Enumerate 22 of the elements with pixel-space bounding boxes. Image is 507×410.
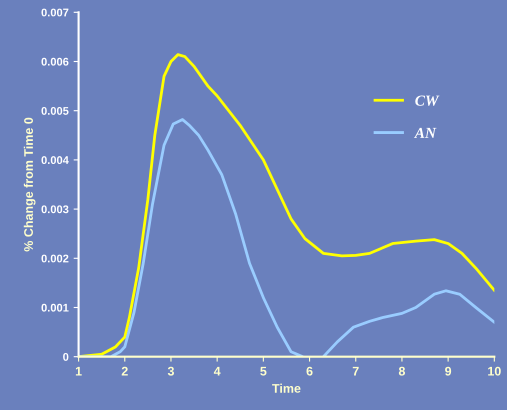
y-tick-label: 0.004 bbox=[42, 156, 69, 164]
y-tick-label: 0.002 bbox=[42, 254, 68, 262]
x-tick-label: 5 bbox=[260, 366, 266, 376]
x-tick-label: 6 bbox=[306, 366, 313, 376]
y-tick-label: 0.005 bbox=[42, 106, 69, 115]
x-tick-label: 1 bbox=[76, 366, 82, 376]
y-tick-label: 0.007 bbox=[42, 8, 68, 16]
x-tick-label: 3 bbox=[168, 366, 174, 376]
x-tick-label: 7 bbox=[352, 366, 359, 376]
y-tick-label: 0.001 bbox=[42, 304, 69, 312]
x-axis-title: Time bbox=[272, 384, 301, 393]
legend-label: CW bbox=[415, 96, 440, 106]
x-tick-label: 10 bbox=[488, 366, 501, 376]
x-tick-label: 2 bbox=[122, 366, 128, 376]
y-tick-label: 0.003 bbox=[42, 205, 68, 214]
legend-label: AN bbox=[414, 128, 436, 138]
x-tick-label: 4 bbox=[214, 366, 221, 376]
y-axis-title: % Change from Time 0 bbox=[24, 118, 36, 252]
x-tick-label: 9 bbox=[445, 366, 452, 376]
x-tick-label: 8 bbox=[398, 366, 406, 376]
y-tick-label: 0 bbox=[63, 352, 68, 361]
y-tick-label: 0.006 bbox=[42, 58, 68, 66]
